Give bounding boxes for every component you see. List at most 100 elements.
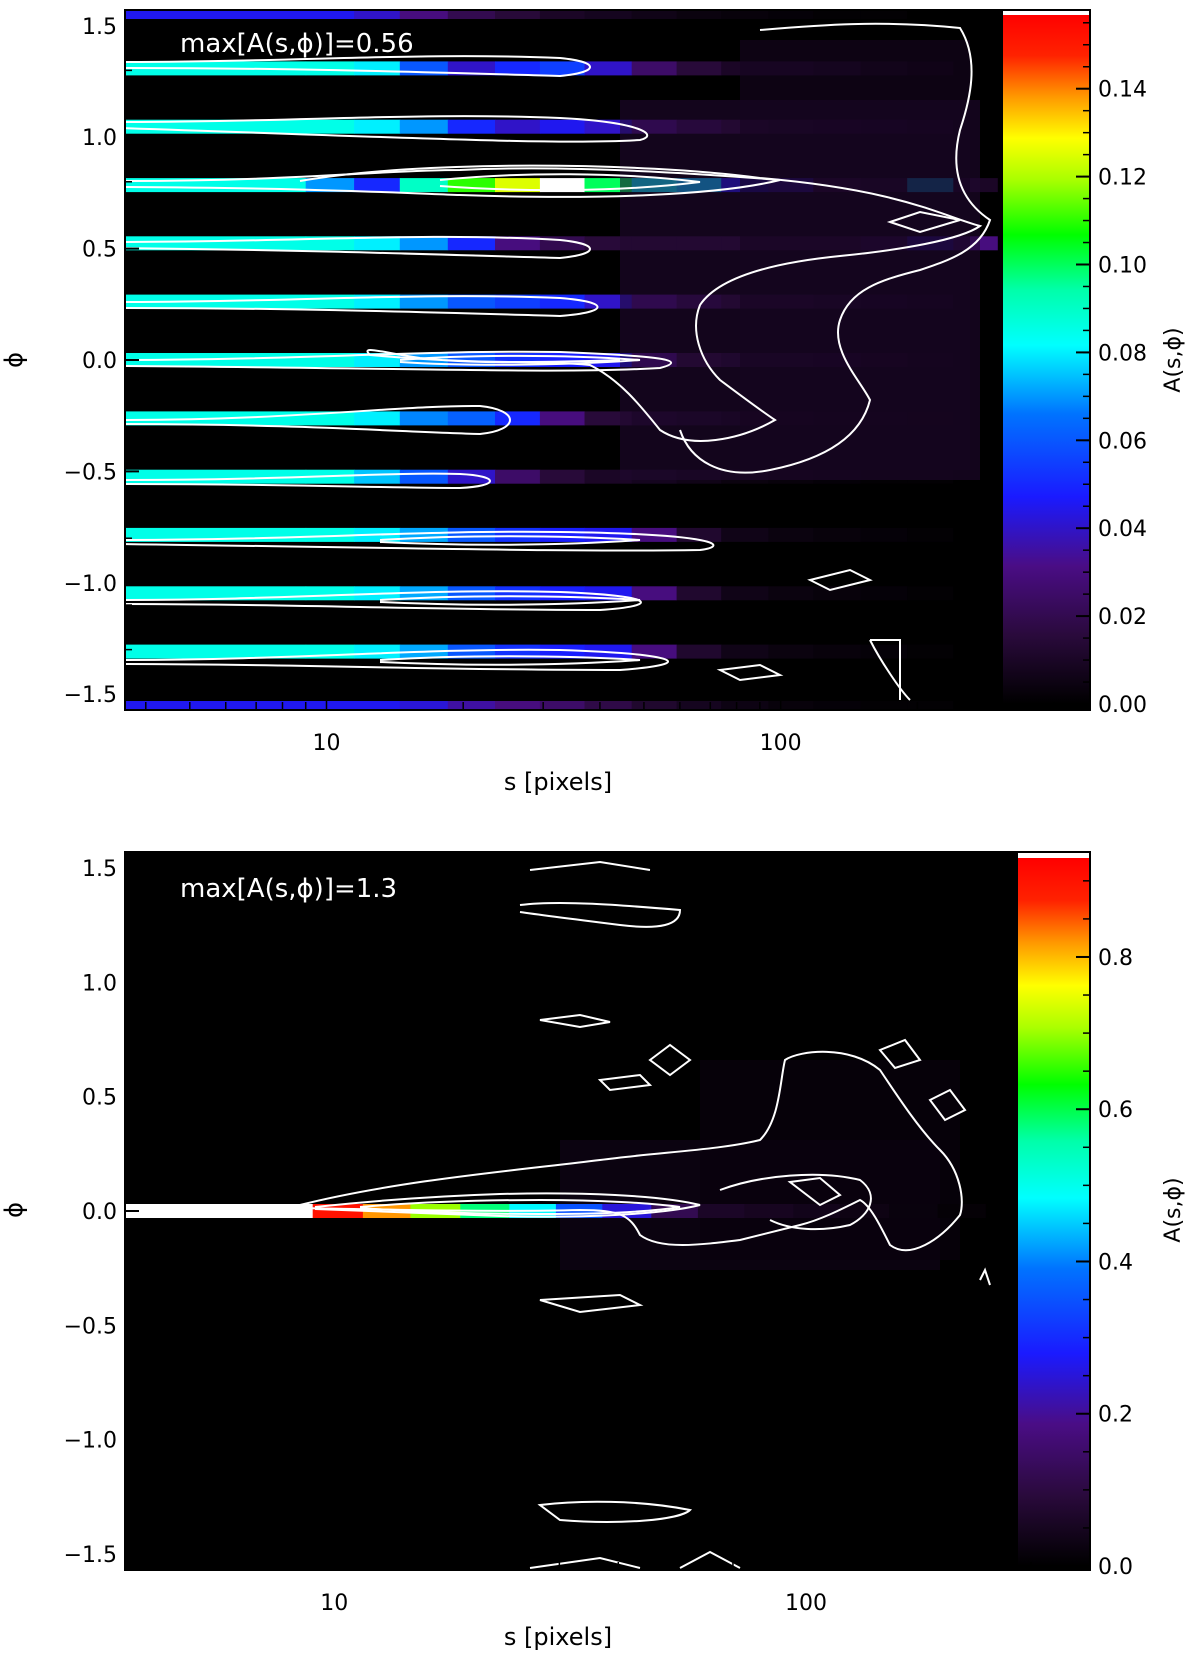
heatmap-cell [539,701,586,710]
y-tick-label: 0.5 [82,238,117,263]
y-tick-label: −1.0 [64,1429,117,1454]
heatmap-cell [539,411,586,426]
heatmap-cell [354,61,401,76]
heatmap-cell [354,178,401,193]
y-axis: −1.5 −1.0 −0.5 0.0 0.5 1.0 1.5 [64,15,139,708]
heatmap-cell [584,701,633,710]
heatmap-cell [860,527,908,542]
contour-line [529,1556,641,1569]
contour-line [519,901,682,928]
heatmap-cell [495,61,541,76]
contour-line [886,210,961,234]
heatmap-cell [305,294,355,309]
contour-line [119,115,649,143]
heatmap-cell [813,644,862,659]
colorbar [1018,858,1090,1566]
heatmap-cell [700,1060,960,1260]
heatmap-cell [631,586,677,601]
heatmap-cell [768,644,814,659]
y-tick-label: −1.5 [64,1543,117,1568]
heatmap-cell [261,1204,314,1218]
heatmap-cell [539,469,586,484]
contour-line [787,1176,842,1207]
heatmap-cell [839,1204,890,1218]
heatmap-cells [125,1060,986,1270]
heatmap-cell [495,644,541,659]
contour-line [359,1198,681,1216]
heatmap-cell [676,644,722,659]
colorbar-tick-label: 0.08 [1098,341,1147,366]
heatmap-cell [676,586,722,601]
heatmap-cell [305,701,355,710]
heatmap-cell [125,353,307,367]
heatmap-cell [354,644,401,659]
heatmap-cell [495,527,541,542]
contour-line [539,1293,644,1314]
heatmap-cell [793,1204,841,1218]
colorbar-tick-label: 0.6 [1098,1098,1133,1123]
heatmap-cell [907,701,954,710]
contour-line [379,655,641,666]
heatmap-cell [495,10,541,19]
colorbar-tick-label: 0.4 [1098,1250,1133,1275]
colorbar-tick-label: 0.2 [1098,1403,1133,1428]
heatmap-cell [305,119,355,134]
colorbar-tick-label: 0.8 [1098,946,1133,971]
heatmap-cell [721,644,769,659]
heatmap-cell [697,1204,745,1218]
heatmap-cell [631,701,677,710]
contour-line [119,55,591,78]
heatmap-cell [721,10,769,19]
heatmap-cell [721,527,769,542]
contour-lines [119,22,992,701]
heatmap-cell [813,10,862,19]
heatmap-cell [860,701,908,710]
heatmap-cell [354,469,401,484]
heatmap-cell [354,10,401,19]
colorbar-top-cap [1018,852,1090,858]
colorbar-tick-label: 0.02 [1098,605,1147,630]
heatmap-cell [539,10,586,19]
x-tick-label: 100 [760,731,802,756]
heatmap-cell [447,469,496,484]
contour-line [979,1267,991,1286]
annotation-max: max[A(s,ϕ)]=0.56 [180,29,414,59]
heatmap-cell [399,10,449,19]
heatmap-cell [768,586,814,601]
heatmap-cell [676,10,722,19]
heatmap-cell [584,10,633,19]
heatmap-cell [447,178,496,193]
contour-line [119,295,599,318]
contour-line [119,590,642,612]
heatmap-cell [399,701,449,710]
chart-panel-bottom: max[A(s,ϕ)]=1.3 −1.5 −1.0 −0.5 0.0 0.5 1.0 1.5… [0,851,1186,1651]
heatmap-cell [305,61,355,76]
heatmap-cell [399,411,449,426]
contour-lines [299,860,991,1569]
colorbar [1003,14,1090,704]
contour-line [807,568,873,592]
heatmap-cell [354,701,401,710]
heatmap-cell [676,61,722,76]
heatmap-cell [860,644,908,659]
x-axis-title: s [pixels] [504,1623,612,1651]
colorbar-tick-label: 0.04 [1098,517,1147,542]
contour-line [439,173,701,192]
y-tick-label: −1.0 [64,572,117,597]
heatmap-cell [399,236,449,251]
heatmap-cell [125,1204,262,1218]
heatmap-cell [354,236,401,251]
heatmap-cell [953,10,998,19]
contour-line [529,860,651,871]
x-axis: 10 100 [145,1554,1091,1616]
plot-frame [124,9,1091,711]
y-tick-label: −1.5 [64,683,117,708]
heatmap-cell [305,178,355,193]
plot-frame [124,851,1091,1571]
y-tick-label: 1.0 [82,971,117,996]
heatmap-cell [447,10,496,19]
contour-line [119,350,673,372]
heatmap-cell [125,10,307,19]
y-axis-title: ϕ [0,1202,28,1218]
colorbar-title: Α(s,ϕ) [1161,327,1186,392]
